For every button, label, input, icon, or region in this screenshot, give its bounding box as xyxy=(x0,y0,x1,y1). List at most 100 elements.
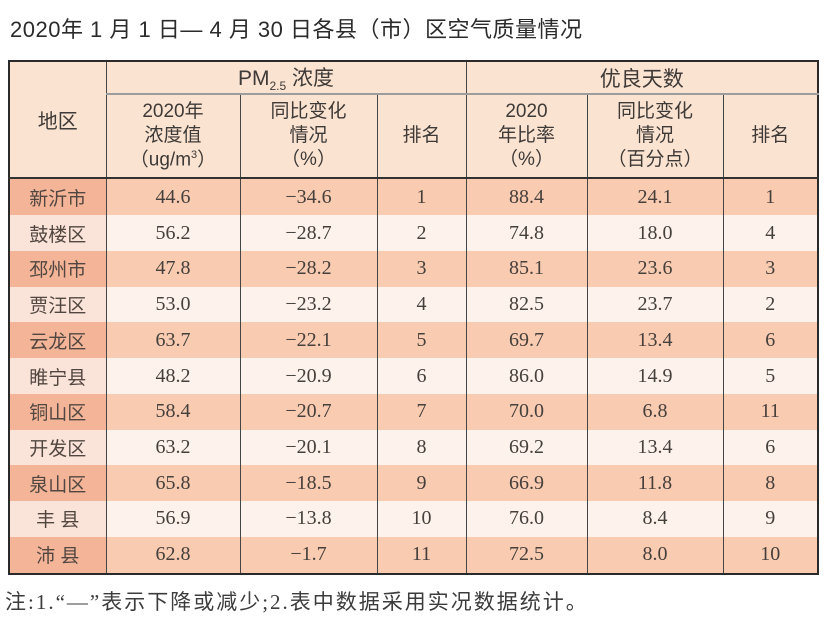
cell-region: 云龙区 xyxy=(8,322,107,359)
cell-good-change: 13.4 xyxy=(586,322,724,359)
header-pm-value-unit: （ug/m3） xyxy=(129,149,217,171)
pm-label-base: PM xyxy=(237,67,270,90)
cell-good-rate: 69.7 xyxy=(465,322,588,359)
header-pm-value: 2020年 浓度值 （ug/m3） xyxy=(105,94,241,180)
cell-pm-value: 44.6 xyxy=(105,178,241,216)
table-row: 开发区 63.2 −20.1 8 69.2 13.4 6 xyxy=(8,429,819,466)
cell-pm-rank: 5 xyxy=(376,322,467,359)
header-pm-change: 同比变化 情况 （%） xyxy=(239,94,378,180)
table-row: 铜山区 58.4 −20.7 7 70.0 6.8 11 xyxy=(8,393,819,430)
cell-good-change: 6.8 xyxy=(586,393,724,430)
cell-good-rank: 2 xyxy=(722,286,819,323)
cell-region: 铜山区 xyxy=(8,393,107,430)
cell-good-rank: 9 xyxy=(722,501,819,537)
cell-pm-rank: 10 xyxy=(376,501,467,537)
cell-pm-change: −20.9 xyxy=(239,358,378,394)
cell-pm-change: −18.5 xyxy=(239,465,378,502)
cell-pm-rank: 7 xyxy=(376,393,467,430)
cell-good-rank: 10 xyxy=(722,536,819,574)
cell-pm-value: 63.7 xyxy=(105,322,241,359)
cell-pm-change: −28.2 xyxy=(239,250,378,287)
cell-pm-rank: 4 xyxy=(376,286,467,323)
table-row: 邳州市 47.8 −28.2 3 85.1 23.6 3 xyxy=(8,250,819,287)
cell-region: 开发区 xyxy=(8,429,107,466)
cell-good-rank: 4 xyxy=(722,215,819,251)
cell-pm-change: −13.8 xyxy=(239,501,378,537)
cell-good-change: 23.7 xyxy=(586,286,724,323)
pm-label-subscript: 2.5 xyxy=(269,79,287,94)
cell-good-rate: 82.5 xyxy=(465,286,588,323)
header-good-change: 同比变化 情况 （百分点） xyxy=(586,94,724,180)
page-title: 2020年 1 月 1 日— 4 月 30 日各县（市）区空气质量情况 xyxy=(10,17,583,42)
cell-good-rate: 85.1 xyxy=(465,250,588,287)
cell-good-change: 8.0 xyxy=(586,536,724,574)
header-group-pm25: PM2.5 浓度 xyxy=(105,61,467,96)
cell-pm-rank: 1 xyxy=(376,178,467,216)
cell-pm-value: 62.8 xyxy=(105,536,241,574)
cell-pm-rank: 11 xyxy=(376,536,467,574)
table-row: 泉山区 65.8 −18.5 9 66.9 11.8 8 xyxy=(8,465,819,502)
cell-pm-value: 58.4 xyxy=(105,393,241,430)
cell-region: 鼓楼区 xyxy=(8,215,107,251)
header-group-good-days: 优良天数 xyxy=(465,61,819,96)
cell-good-change: 13.4 xyxy=(586,429,724,466)
table-row: 云龙区 63.7 −22.1 5 69.7 13.4 6 xyxy=(8,322,819,359)
cell-good-change: 14.9 xyxy=(586,358,724,394)
cell-region: 新沂市 xyxy=(8,178,107,216)
cell-region: 邳州市 xyxy=(8,250,107,287)
cell-pm-value: 53.0 xyxy=(105,286,241,323)
cell-pm-value: 48.2 xyxy=(105,358,241,394)
cell-pm-rank: 8 xyxy=(376,429,467,466)
header-pm-rank: 排名 xyxy=(376,94,467,180)
unit-superscript: 3 xyxy=(191,149,198,162)
table-row: 沛 县 62.8 −1.7 11 72.5 8.0 10 xyxy=(8,536,819,574)
cell-region: 泉山区 xyxy=(8,465,107,502)
cell-good-rank: 11 xyxy=(722,393,819,430)
cell-good-rate: 69.2 xyxy=(465,429,588,466)
cell-region: 沛 县 xyxy=(8,536,107,574)
cell-good-rate: 76.0 xyxy=(465,501,588,537)
cell-good-rank: 6 xyxy=(722,429,819,466)
cell-good-change: 8.4 xyxy=(586,501,724,537)
cell-good-rate: 86.0 xyxy=(465,358,588,394)
cell-pm-change: −20.7 xyxy=(239,393,378,430)
cell-region: 贾汪区 xyxy=(8,286,107,323)
header-sub-row: 2020年 浓度值 （ug/m3） 同比变化 情况 （%） 排名 2020 年比… xyxy=(9,94,819,180)
table-row: 丰 县 56.9 −13.8 10 76.0 8.4 9 xyxy=(8,501,819,537)
cell-good-rank: 8 xyxy=(722,465,819,502)
table-header: 地区 PM2.5 浓度 优良天数 2020年 浓度值 （ug/m3） 同比变化 … xyxy=(8,61,819,180)
cell-pm-change: −34.6 xyxy=(239,178,378,216)
air-quality-table: 地区 PM2.5 浓度 优良天数 2020年 浓度值 （ug/m3） 同比变化 … xyxy=(8,60,819,575)
cell-good-change: 24.1 xyxy=(586,178,724,216)
cell-good-change: 18.0 xyxy=(586,215,724,251)
header-good-rate: 2020 年比率 （%） xyxy=(465,94,588,180)
cell-good-change: 23.6 xyxy=(586,250,724,287)
cell-pm-rank: 3 xyxy=(376,250,467,287)
table-row: 睢宁县 48.2 −20.9 6 86.0 14.9 5 xyxy=(8,358,819,394)
cell-pm-rank: 9 xyxy=(376,465,467,502)
table-row: 新沂市 44.6 −34.6 1 88.4 24.1 1 xyxy=(8,178,819,216)
cell-pm-change: −22.1 xyxy=(239,322,378,359)
header-good-rank: 排名 xyxy=(722,94,819,180)
table-row: 贾汪区 53.0 −23.2 4 82.5 23.7 2 xyxy=(8,286,819,323)
cell-good-rate: 88.4 xyxy=(465,178,588,216)
cell-region: 丰 县 xyxy=(8,501,107,537)
cell-good-rate: 70.0 xyxy=(465,393,588,430)
cell-good-rate: 72.5 xyxy=(465,536,588,574)
header-group-row: 地区 PM2.5 浓度 优良天数 xyxy=(8,61,819,180)
cell-pm-change: −1.7 xyxy=(239,536,378,574)
cell-pm-value: 63.2 xyxy=(105,429,241,466)
cell-pm-change: −28.7 xyxy=(239,215,378,251)
header-pm-value-line1: 2020年 xyxy=(142,100,204,122)
cell-pm-value: 56.9 xyxy=(105,501,241,537)
pm-label-rest: 浓度 xyxy=(286,67,335,90)
cell-good-rank: 1 xyxy=(722,178,819,216)
cell-pm-value: 65.8 xyxy=(105,465,241,502)
cell-region: 睢宁县 xyxy=(8,358,107,394)
cell-pm-rank: 2 xyxy=(376,215,467,251)
table-body: 新沂市 44.6 −34.6 1 88.4 24.1 1 鼓楼区 56.2 −28.7 2 74.8 1… xyxy=(8,178,819,574)
header-region: 地区 xyxy=(8,61,107,180)
footnote: 注:1.“—”表示下降或减少;2.表中数据采用实况数据统计。 xyxy=(5,590,589,614)
cell-pm-change: −23.2 xyxy=(239,286,378,323)
cell-good-rate: 66.9 xyxy=(465,465,588,502)
